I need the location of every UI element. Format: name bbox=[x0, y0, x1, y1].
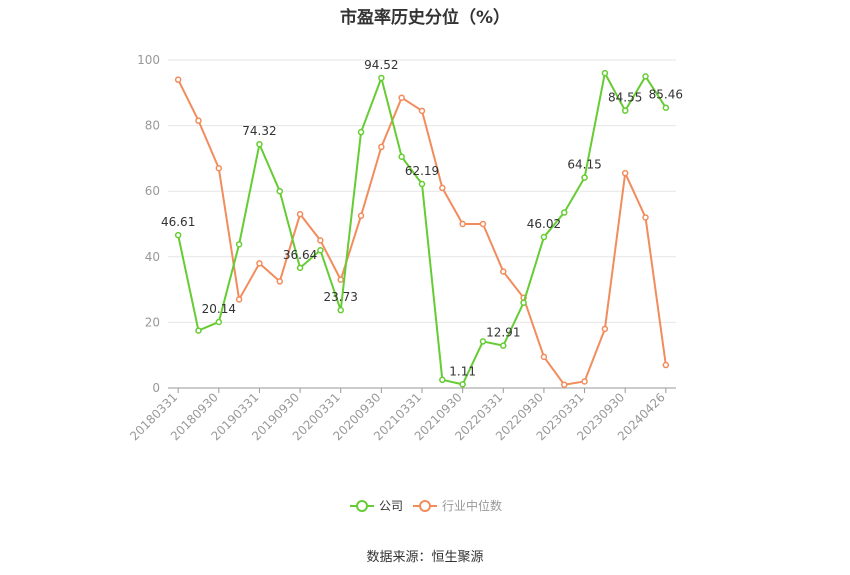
legend-marker-industry bbox=[419, 500, 431, 512]
data-label: 36.64 bbox=[283, 248, 317, 262]
data-label: 20.14 bbox=[202, 302, 236, 316]
data-point bbox=[662, 104, 670, 111]
y-tick-label: 40 bbox=[145, 250, 160, 264]
data-point bbox=[459, 381, 466, 388]
data-point bbox=[215, 164, 223, 172]
data-point bbox=[601, 69, 609, 77]
data-point bbox=[439, 184, 446, 192]
chart-title: 市盈率历史分位（%） bbox=[339, 8, 511, 28]
data-point bbox=[662, 361, 670, 369]
data-point bbox=[520, 299, 527, 306]
data-point bbox=[357, 128, 365, 136]
data-point bbox=[581, 174, 588, 181]
data-point bbox=[439, 376, 446, 384]
data-point bbox=[317, 237, 324, 244]
data-point bbox=[418, 180, 426, 188]
data-point bbox=[479, 220, 487, 228]
y-tick-label: 80 bbox=[145, 119, 160, 133]
data-point bbox=[540, 353, 548, 361]
line-chart: 0204060801002018033120180930201903312019… bbox=[127, 53, 683, 513]
data-point bbox=[418, 107, 426, 115]
data-point bbox=[276, 278, 284, 285]
y-tick-label: 20 bbox=[145, 315, 160, 329]
data-label: 1.11 bbox=[449, 364, 476, 378]
data-point bbox=[601, 325, 609, 333]
data-point bbox=[560, 209, 568, 216]
data-point bbox=[296, 210, 304, 218]
data-point bbox=[256, 140, 263, 148]
data-source: 数据来源：恒生聚源 bbox=[366, 550, 484, 565]
data-point bbox=[621, 169, 629, 177]
data-label: 62.19 bbox=[405, 164, 439, 178]
legend-marker-company bbox=[356, 500, 368, 512]
data-label: 84.55 bbox=[608, 91, 642, 105]
y-tick-label: 0 bbox=[152, 381, 160, 395]
legend-label-industry: 行业中位数 bbox=[442, 498, 502, 513]
data-label: 74.32 bbox=[242, 124, 276, 138]
data-point bbox=[235, 296, 243, 303]
data-point bbox=[317, 246, 324, 254]
legend-label-company: 公司 bbox=[379, 499, 403, 513]
data-point bbox=[174, 231, 182, 239]
data-point bbox=[398, 153, 405, 161]
data-point bbox=[235, 241, 243, 248]
data-point bbox=[357, 212, 365, 220]
y-tick-label: 60 bbox=[145, 184, 160, 198]
data-point bbox=[398, 94, 405, 101]
data-point bbox=[581, 378, 588, 385]
data-point bbox=[195, 327, 202, 334]
y-tick-label: 100 bbox=[137, 53, 160, 67]
data-point bbox=[540, 233, 548, 241]
data-point bbox=[337, 276, 344, 284]
data-label: 46.61 bbox=[161, 215, 195, 229]
data-point bbox=[195, 117, 202, 124]
series-line bbox=[177, 72, 667, 386]
data-point bbox=[621, 107, 629, 114]
data-label: 46.02 bbox=[527, 217, 561, 231]
data-point bbox=[560, 381, 568, 388]
data-point bbox=[642, 73, 649, 80]
data-point bbox=[378, 74, 385, 82]
data-label: 12.91 bbox=[486, 326, 520, 340]
data-point bbox=[479, 338, 487, 345]
data-point bbox=[459, 220, 466, 228]
data-point bbox=[174, 76, 182, 83]
data-point bbox=[256, 260, 263, 267]
data-label: 94.52 bbox=[364, 58, 398, 72]
data-point bbox=[642, 214, 649, 221]
data-point bbox=[296, 264, 304, 272]
data-point bbox=[378, 143, 385, 151]
data-label: 64.15 bbox=[567, 158, 601, 172]
data-label: 23.73 bbox=[324, 290, 358, 304]
data-point bbox=[276, 187, 284, 195]
data-point bbox=[215, 318, 223, 326]
data-point bbox=[337, 306, 344, 314]
data-point bbox=[500, 268, 507, 275]
data-point bbox=[500, 342, 507, 349]
data-label: 85.46 bbox=[649, 88, 683, 102]
